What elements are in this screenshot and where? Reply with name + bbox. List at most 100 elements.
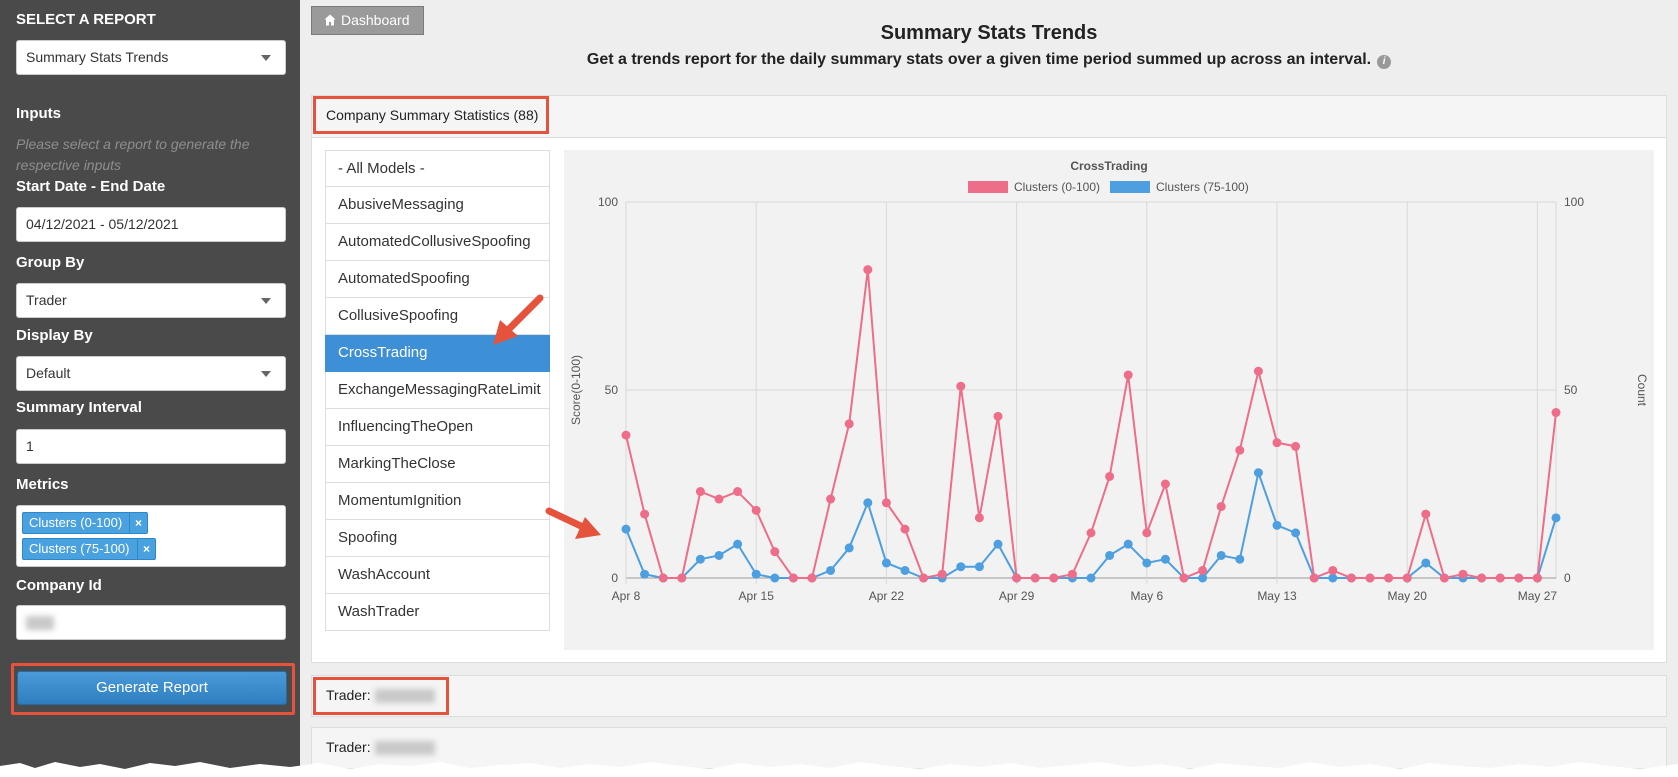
data-point [751,505,761,515]
redacted-value [374,741,435,756]
metrics-multiselect[interactable]: Clusters (0-100) × Clusters (75-100) × [16,505,286,567]
home-icon [324,14,336,26]
model-item[interactable]: MarkingTheClose [325,446,550,483]
date-range-input[interactable]: 04/12/2021 - 05/12/2021 [16,207,286,242]
chart-title: CrossTrading [1070,159,1147,173]
data-point [1179,573,1189,583]
model-item[interactable]: MomentumIgnition [325,483,550,520]
panel-heading: Company Summary Statistics (88) [326,107,539,123]
data-point [640,569,650,579]
trader-panel-header[interactable]: Trader: [311,675,1667,717]
model-item[interactable]: AutomatedSpoofing [325,261,550,298]
data-point [788,573,798,583]
x-tick-label: May 6 [1130,589,1163,603]
data-point [956,562,966,572]
trader-label: Trader: [326,739,435,756]
data-point [937,569,947,579]
remove-icon[interactable]: × [129,513,147,533]
x-tick-label: Apr 8 [612,589,641,603]
display-by-value: Default [26,365,71,381]
info-icon[interactable]: i [1377,55,1392,69]
data-point [1532,573,1542,583]
group-by-select[interactable]: Trader [16,283,286,318]
data-point [1049,573,1059,583]
y-tick-label: 50 [605,383,619,397]
company-id-label: Company Id [16,577,102,594]
data-point [1477,573,1487,583]
model-item[interactable]: AutomatedCollusiveSpoofing [325,224,550,261]
dashboard-button[interactable]: Dashboard [311,6,424,35]
display-by-label: Display By [16,327,93,344]
display-by-select[interactable]: Default [16,356,286,391]
data-point [881,558,891,568]
report-select[interactable]: Summary Stats Trends [16,40,286,75]
data-point [1198,565,1208,575]
x-tick-label: Apr 22 [869,589,905,603]
x-tick-label: May 13 [1257,589,1297,603]
data-point [640,509,650,519]
data-point [881,498,891,508]
model-item[interactable]: Spoofing [325,520,550,557]
model-item[interactable]: AbusiveMessaging [325,187,550,224]
y2-tick-label: 0 [1564,571,1571,585]
data-point [714,550,724,560]
trend-chart: 0 0 50 50 100 100 Apr 8 Apr 15 Apr 22 Apr 29 May 6… [569,159,1649,603]
data-point [974,562,984,572]
model-item[interactable]: InfluencingTheOpen [325,409,550,446]
y2-axis-title: Count [1635,374,1649,407]
data-point [1439,573,1449,583]
data-point [844,543,854,553]
data-point [1198,573,1208,583]
company-id-input[interactable] [16,605,286,640]
trader-label: Trader: [326,687,435,704]
data-point [1421,509,1431,519]
data-point [1384,573,1394,583]
redacted-value [374,689,435,704]
generate-report-button[interactable]: Generate Report [17,671,287,705]
data-point [658,573,668,583]
remove-icon[interactable]: × [137,539,155,559]
torn-edge [0,762,1678,777]
panel-header[interactable]: Company Summary Statistics (88) [312,96,1666,138]
model-item[interactable]: WashTrader [325,594,550,631]
data-point [677,573,687,583]
data-point [1328,573,1338,583]
annotation-arrow [493,294,544,345]
data-point [1551,408,1561,418]
data-point [1514,573,1524,583]
model-item[interactable]: ExchangeMessagingRateLimit [325,372,550,409]
data-point [863,498,873,508]
inputs-hint: Please select a report to generate the r… [16,136,250,173]
data-point [1291,528,1301,538]
data-point [844,419,854,429]
x-tick-label: May 20 [1388,589,1428,603]
annotation-highlight [11,663,295,715]
redacted-value [26,616,54,631]
data-point [733,487,743,497]
metric-tag: Clusters (0-100) × [22,512,148,534]
model-item[interactable]: CrossTrading [325,335,550,372]
group-by-value: Trader [26,292,67,308]
page-subtitle: Get a trends report for the daily summar… [300,51,1678,69]
group-by-label: Group By [16,254,85,271]
select-report-title: SELECT A REPORT [16,11,156,28]
data-point [993,539,1003,549]
data-point [1216,502,1226,512]
model-item[interactable]: - All Models - [325,150,550,187]
x-tick-label: Apr 15 [739,589,775,603]
model-item[interactable]: WashAccount [325,557,550,594]
page-title: Summary Stats Trends [880,22,1098,44]
data-point [1030,573,1040,583]
data-point [1551,513,1561,523]
data-point [956,381,966,391]
chevron-down-icon [261,298,271,304]
data-point [1105,471,1115,481]
data-point [695,487,705,497]
inputs-label: Inputs [16,105,61,122]
summary-interval-input[interactable]: 1 [16,429,286,464]
data-point [919,573,929,583]
data-point [1346,573,1356,583]
data-point [807,573,817,583]
y-tick-label: 100 [598,195,618,209]
report-select-value: Summary Stats Trends [26,49,169,65]
